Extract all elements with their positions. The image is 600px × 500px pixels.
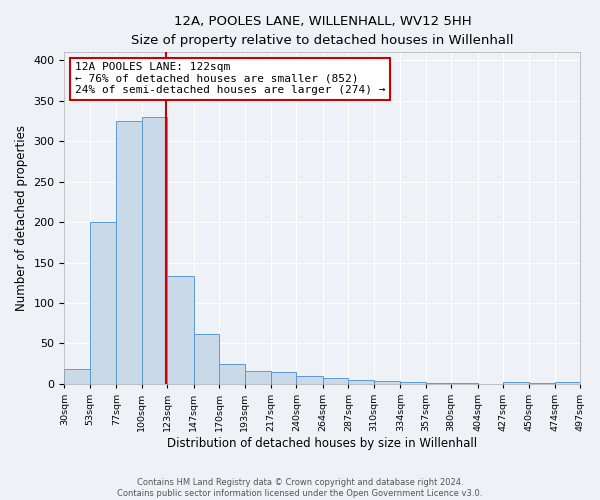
Bar bbox=[296, 376, 323, 384]
Bar bbox=[323, 378, 349, 384]
Bar bbox=[245, 371, 271, 384]
Bar bbox=[194, 334, 219, 384]
Bar bbox=[64, 370, 90, 384]
Bar bbox=[116, 121, 142, 384]
Bar bbox=[219, 364, 245, 384]
Bar bbox=[271, 372, 296, 384]
Bar bbox=[142, 117, 167, 384]
Bar bbox=[400, 382, 426, 384]
Bar bbox=[90, 222, 116, 384]
Bar bbox=[555, 382, 580, 384]
Bar bbox=[503, 382, 529, 384]
X-axis label: Distribution of detached houses by size in Willenhall: Distribution of detached houses by size … bbox=[167, 437, 478, 450]
Title: 12A, POOLES LANE, WILLENHALL, WV12 5HH
Size of property relative to detached hou: 12A, POOLES LANE, WILLENHALL, WV12 5HH S… bbox=[131, 15, 514, 47]
Bar bbox=[451, 383, 478, 384]
Text: Contains HM Land Registry data © Crown copyright and database right 2024.
Contai: Contains HM Land Registry data © Crown c… bbox=[118, 478, 482, 498]
Text: 12A POOLES LANE: 122sqm
← 76% of detached houses are smaller (852)
24% of semi-d: 12A POOLES LANE: 122sqm ← 76% of detache… bbox=[75, 62, 385, 96]
Bar bbox=[529, 383, 555, 384]
Bar bbox=[349, 380, 374, 384]
Bar bbox=[167, 276, 194, 384]
Bar bbox=[374, 382, 400, 384]
Bar bbox=[426, 383, 451, 384]
Y-axis label: Number of detached properties: Number of detached properties bbox=[15, 125, 28, 311]
